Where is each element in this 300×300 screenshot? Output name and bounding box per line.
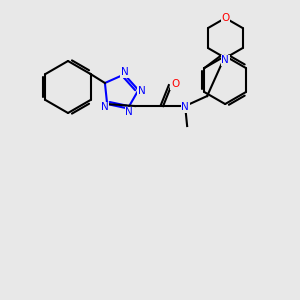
- Text: O: O: [221, 13, 230, 23]
- Text: N: N: [101, 102, 109, 112]
- Text: N: N: [125, 107, 133, 117]
- Text: N: N: [181, 102, 189, 112]
- Text: N: N: [121, 68, 129, 77]
- Text: N: N: [221, 55, 229, 65]
- Text: O: O: [171, 79, 179, 89]
- Text: N: N: [137, 86, 145, 96]
